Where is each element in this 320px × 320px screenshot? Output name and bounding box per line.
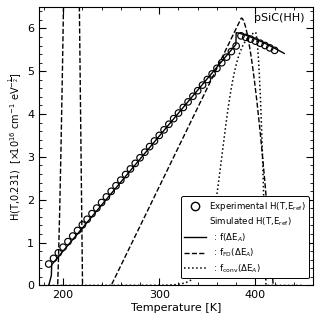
Point bbox=[118, 178, 124, 183]
Point bbox=[181, 105, 186, 110]
Point bbox=[65, 239, 70, 244]
X-axis label: Temperature [K]: Temperature [K] bbox=[131, 303, 221, 313]
Point bbox=[162, 127, 167, 132]
Point bbox=[258, 41, 263, 46]
Point bbox=[114, 183, 119, 188]
Point bbox=[80, 222, 85, 228]
Point bbox=[147, 144, 152, 149]
Point bbox=[229, 49, 234, 54]
Point bbox=[195, 88, 200, 93]
Point bbox=[272, 48, 277, 53]
Point bbox=[205, 77, 210, 82]
Point bbox=[123, 172, 128, 177]
Point bbox=[152, 139, 157, 144]
Point bbox=[157, 133, 162, 138]
Text: 50: 50 bbox=[0, 319, 1, 320]
Point bbox=[210, 71, 215, 76]
Point bbox=[99, 200, 104, 205]
Point bbox=[138, 155, 143, 160]
Point bbox=[84, 217, 90, 222]
Point bbox=[56, 250, 61, 255]
Point bbox=[262, 43, 268, 48]
Point bbox=[51, 256, 56, 261]
Point bbox=[248, 36, 253, 42]
Point bbox=[267, 45, 272, 51]
Point bbox=[108, 189, 114, 194]
Point bbox=[89, 211, 94, 216]
Point bbox=[190, 94, 196, 99]
Point bbox=[219, 60, 224, 65]
Point bbox=[166, 122, 172, 127]
Point bbox=[253, 38, 258, 44]
Point bbox=[94, 205, 99, 211]
Point bbox=[133, 161, 138, 166]
Point bbox=[171, 116, 176, 121]
Point bbox=[186, 99, 191, 104]
Point bbox=[142, 150, 148, 155]
Point bbox=[75, 228, 80, 233]
Legend: Experimental H(T,E$_\mathrm{ref}$), Simulated H(T,E$_\mathrm{ref}$), $\;\;$: f($: Experimental H(T,E$_\mathrm{ref}$), Simu… bbox=[181, 196, 309, 278]
Point bbox=[128, 166, 133, 172]
Point bbox=[200, 83, 205, 88]
Text: pSiC(HH): pSiC(HH) bbox=[254, 12, 305, 22]
Point bbox=[70, 234, 75, 239]
Point bbox=[46, 261, 51, 267]
Y-axis label: H(T,0.231)  [$\times\!10^{16}$ cm$^{-1}$ eV$^{-\frac{1}{2}}$]: H(T,0.231) [$\times\!10^{16}$ cm$^{-1}$ … bbox=[7, 72, 24, 220]
Point bbox=[104, 194, 109, 199]
Point bbox=[60, 245, 66, 250]
Point bbox=[224, 55, 229, 60]
Point bbox=[234, 44, 239, 49]
Point bbox=[214, 66, 220, 71]
Point bbox=[176, 110, 181, 116]
Point bbox=[238, 33, 244, 38]
Point bbox=[243, 35, 248, 40]
